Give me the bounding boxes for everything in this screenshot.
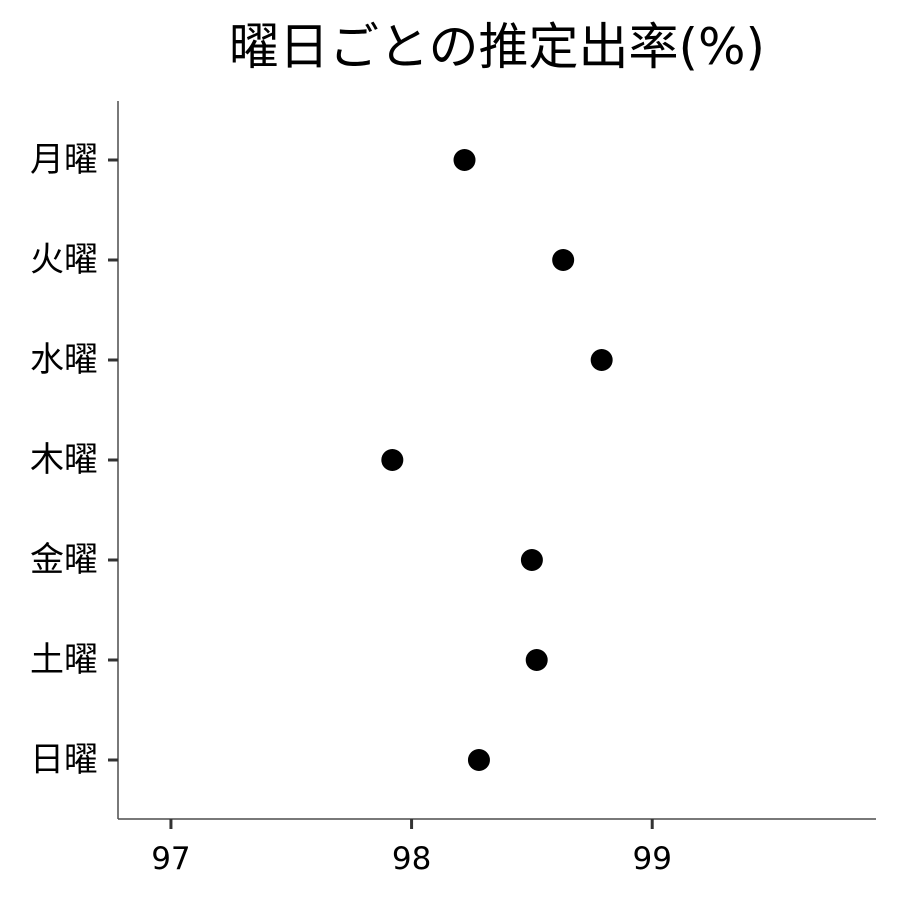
data-point bbox=[552, 249, 575, 271]
y-tick-label: 金曜 bbox=[30, 540, 98, 580]
x-tick-label: 99 bbox=[632, 841, 671, 877]
x-tick-label: 98 bbox=[392, 841, 431, 877]
x-tick-label: 97 bbox=[151, 841, 190, 877]
y-tick-label: 水曜 bbox=[30, 340, 98, 380]
y-tick-label: 木曜 bbox=[30, 440, 98, 480]
y-tick-label: 日曜 bbox=[30, 740, 98, 780]
x-axis: 97 98 99 bbox=[118, 818, 876, 877]
data-point bbox=[525, 649, 548, 671]
data-point bbox=[467, 749, 490, 771]
data-point bbox=[590, 349, 613, 371]
data-points bbox=[381, 149, 613, 771]
data-point bbox=[381, 449, 404, 471]
data-point bbox=[520, 549, 543, 571]
y-tick-label: 月曜 bbox=[30, 140, 98, 180]
data-point bbox=[453, 149, 476, 171]
y-tick-label: 火曜 bbox=[30, 240, 98, 280]
chart-title: 曜日ごとの推定出率(%) bbox=[229, 18, 765, 76]
y-tick-label: 土曜 bbox=[30, 640, 98, 680]
